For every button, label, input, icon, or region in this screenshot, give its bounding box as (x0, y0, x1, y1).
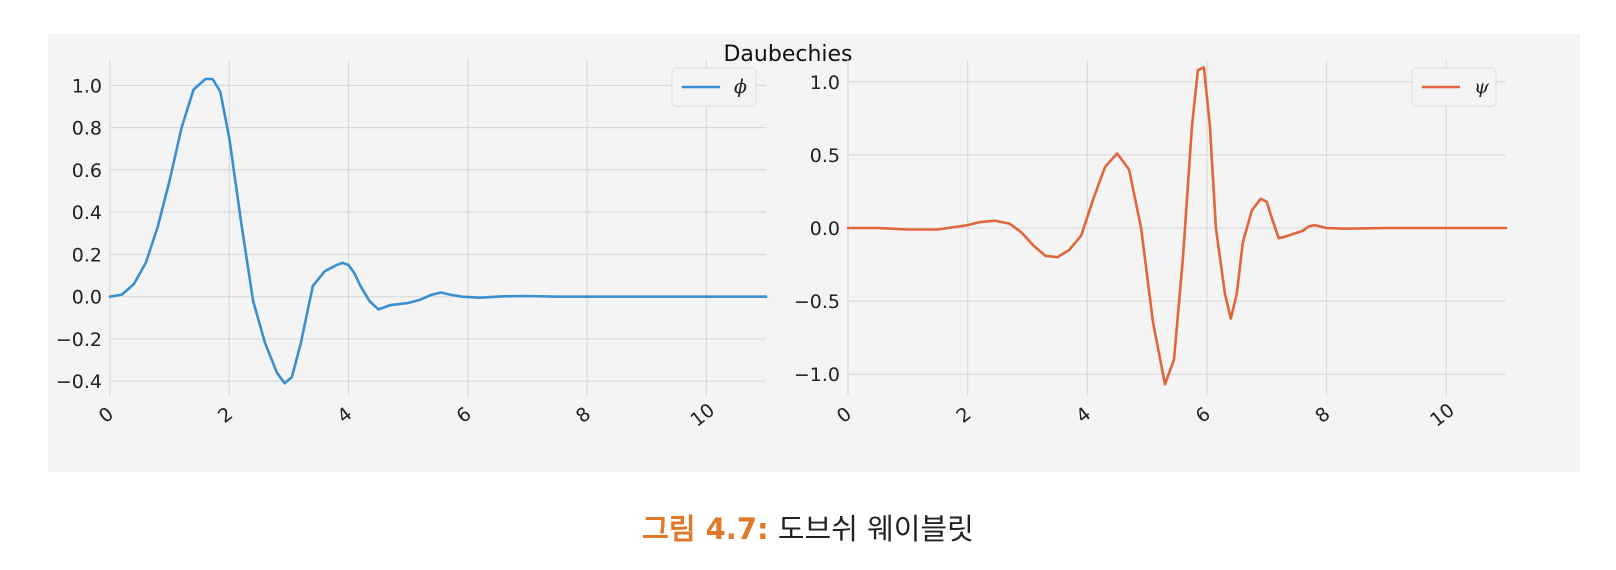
x-tick-label: 10 (1426, 399, 1459, 431)
x-tick-label: 0 (95, 403, 118, 428)
x-tick-label: 10 (686, 399, 719, 431)
x-tick-label: 4 (333, 403, 356, 428)
x-tick-label: 2 (214, 403, 237, 428)
y-tick-label: 0.0 (810, 218, 840, 240)
legend-left: ϕ (671, 67, 757, 107)
x-tick-label: 6 (453, 403, 476, 428)
legend-label: ϕ (734, 76, 747, 98)
y-tick-label: 0.6 (72, 160, 102, 182)
caption-text: 도브쉬 웨이블릿 (777, 512, 974, 546)
figure-suptitle: Daubechies (723, 42, 852, 67)
subplot-left: −0.4 −0.2 0.0 0.2 0.4 0.6 0.8 1.0 0 2 4 6 8 10 ϕ (56, 60, 768, 431)
y-tick-label: 1.0 (72, 75, 102, 97)
x-tick-label: 8 (572, 403, 595, 428)
y-tick-label: 0.8 (72, 118, 102, 140)
legend-label: ψ (1474, 76, 1490, 98)
subplot-right: −1.0 −0.5 0.0 0.5 1.0 0 2 4 6 8 10 ψ (794, 60, 1508, 431)
x-tick-label: 2 (952, 403, 975, 428)
chart-canvas: Daubechies −0.4 −0.2 0.0 0.2 0.4 0.6 0.8 1.0 0 2 4… (56, 42, 1508, 431)
x-tick-label: 8 (1311, 403, 1334, 428)
series-line-left (108, 77, 768, 385)
y-tick-label: 0.4 (72, 202, 102, 224)
y-tick-label: −0.2 (56, 329, 102, 351)
x-tick-label: 0 (833, 403, 856, 428)
x-tick-label: 6 (1192, 403, 1215, 428)
y-tick-label: −0.5 (794, 291, 840, 313)
y-tick-label: 0.5 (810, 145, 840, 167)
y-tick-label: 1.0 (810, 72, 840, 94)
figure-panel: Daubechies −0.4 −0.2 0.0 0.2 0.4 0.6 0.8 1.0 0 2 4… (48, 34, 1580, 472)
y-tick-label: −0.4 (56, 371, 102, 393)
x-tick-label: 4 (1072, 403, 1095, 428)
y-tick-label: −1.0 (794, 364, 840, 386)
y-tick-label: 0.2 (72, 244, 102, 266)
y-tick-label: 0.0 (72, 287, 102, 309)
legend-right: ψ (1411, 67, 1497, 107)
figure-caption: 그림 4.7: 도브쉬 웨이블릿 (0, 506, 1616, 548)
series-line-right (846, 65, 1508, 386)
caption-label: 그림 4.7: (642, 512, 769, 546)
